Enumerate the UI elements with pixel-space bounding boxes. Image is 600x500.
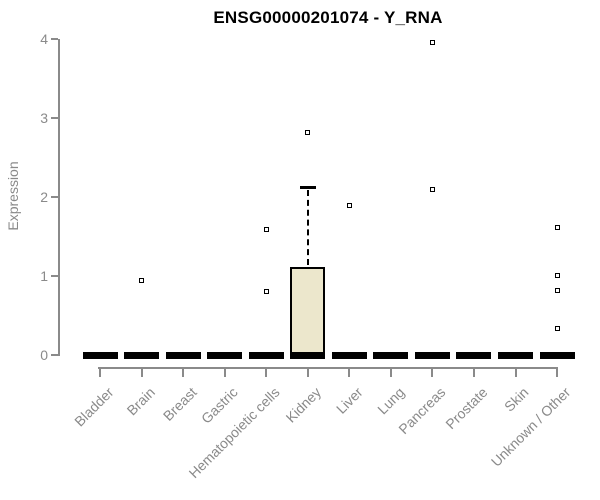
x-tick [348,369,351,377]
median-bar [331,351,367,359]
x-tick [306,369,309,377]
x-tick [431,369,434,377]
outlier-point [554,225,560,231]
y-tick [51,354,58,356]
x-tick [223,369,226,377]
outlier-point [305,129,311,135]
outlier-point [263,289,269,295]
x-axis-category-label: Kidney [282,384,325,426]
median-bar [248,351,284,359]
median-bar [414,351,450,359]
x-tick [265,369,268,377]
x-tick [99,369,101,377]
x-axis-category-label: Bladder [70,384,117,430]
x-tick [140,369,143,377]
median-bar [124,351,160,359]
median-bar [165,351,201,359]
y-tick-label: 1 [40,268,48,284]
x-axis-category-label: Skin [501,384,532,415]
box [290,266,326,358]
outlier-point [139,278,145,284]
outlier-point [554,287,560,293]
outlier-point [263,226,269,232]
x-tick [182,369,185,377]
median-bar [82,351,118,359]
x-axis-category-label: Brain [123,384,158,419]
y-tick-label: 3 [40,110,48,126]
y-tick-label: 0 [40,347,48,363]
x-axis-line [98,367,558,369]
x-axis-category-label: Liver [332,384,366,417]
chart-title: ENSG00000201074 - Y_RNA [213,8,443,27]
y-tick-label: 4 [40,31,48,47]
median-bar [539,351,575,359]
x-tick [514,369,517,377]
outlier-point [346,203,352,209]
y-tick [51,117,58,119]
whisker [306,189,309,265]
outlier-point [429,187,435,193]
y-tick-label: 2 [40,189,48,205]
y-axis-line [58,39,60,356]
whisker-cap [299,185,316,189]
median-bar [207,351,243,359]
x-tick [472,369,475,377]
median-bar [456,351,492,359]
outlier-point [554,325,560,331]
x-axis-category-label: Lung [373,384,408,418]
x-tick [389,369,392,377]
x-axis-category-label: Unknown / Other [487,384,574,470]
median-bar [498,351,533,359]
x-axis-category-label: Breast [159,384,200,424]
outlier-point [554,272,560,278]
y-tick [51,38,58,40]
median-bar [373,351,409,359]
y-tick [51,275,58,277]
x-axis-category-label: Prostate [442,384,491,433]
median-bar [290,351,326,359]
x-tick [556,369,559,377]
outlier-point [429,40,435,46]
y-tick [51,196,58,198]
